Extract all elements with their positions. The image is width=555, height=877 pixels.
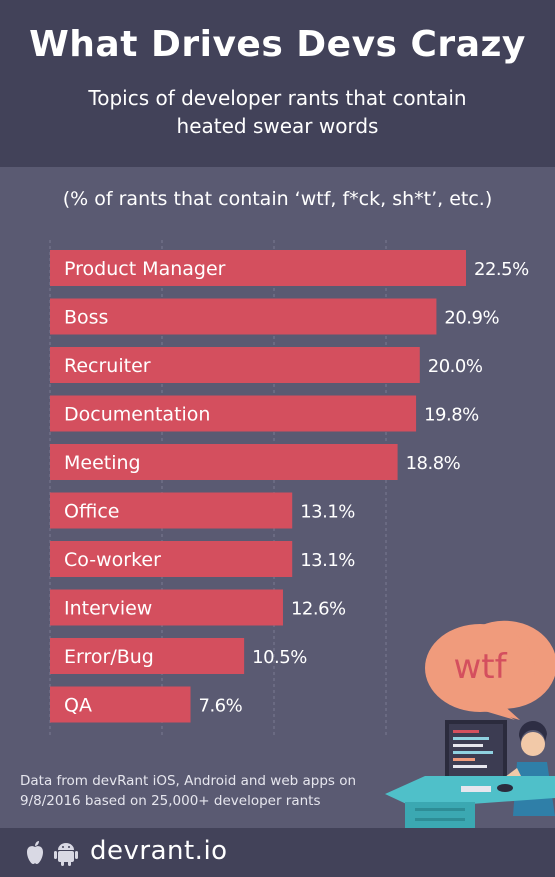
bar (50, 347, 420, 383)
measure-label: (% of rants that contain ‘wtf, f*ck, sh*… (62, 188, 493, 210)
category-label: Product Manager (64, 258, 226, 280)
bar (50, 395, 417, 432)
value-label: 20.0% (428, 356, 483, 377)
category-label: Boss (64, 307, 108, 329)
bar (50, 541, 293, 577)
bar (50, 589, 283, 626)
value-label: 22.5% (474, 259, 529, 280)
value-label: 19.8% (424, 405, 479, 426)
bar (50, 444, 398, 480)
source-note: Data from devRant iOS, Android and web a… (20, 773, 357, 809)
page-title: What Drives Devs Crazy (29, 24, 526, 65)
header-banner: What Drives Devs Crazy Topics of develop… (0, 0, 555, 167)
value-label: 13.1% (300, 502, 355, 523)
monitor-icon (445, 720, 507, 792)
footer-bar (0, 828, 555, 877)
bar (50, 686, 191, 723)
developer-illustration: wtf (385, 620, 555, 828)
value-label: 12.6% (291, 599, 346, 620)
apple-icon (27, 841, 43, 864)
bar (50, 638, 245, 674)
bar-chart: Product Manager 22.5% Boss 20.9% Recruiter 20… (49, 240, 530, 735)
speech-bubble: wtf (425, 620, 555, 720)
category-label: Interview (64, 598, 152, 620)
category-label: Documentation (64, 404, 210, 426)
page-subtitle: Topics of developer rants that contain h… (88, 86, 467, 138)
value-label: 18.8% (406, 453, 461, 474)
category-label: Recruiter (64, 355, 151, 377)
value-label: 10.5% (252, 647, 307, 668)
android-icon (54, 843, 78, 866)
category-label: QA (64, 695, 92, 717)
desk (385, 776, 555, 828)
bubble-text: wtf (453, 647, 507, 687)
category-label: Co-worker (64, 549, 161, 571)
bar (50, 492, 293, 529)
category-label: Error/Bug (64, 646, 154, 668)
bar (50, 298, 437, 335)
value-label: 7.6% (199, 696, 243, 717)
category-label: Office (64, 501, 119, 523)
brand-logo: devrant.io (90, 836, 228, 866)
value-label: 20.9% (444, 308, 499, 329)
value-label: 13.1% (300, 550, 355, 571)
category-label: Meeting (64, 452, 141, 474)
bar (50, 250, 466, 286)
